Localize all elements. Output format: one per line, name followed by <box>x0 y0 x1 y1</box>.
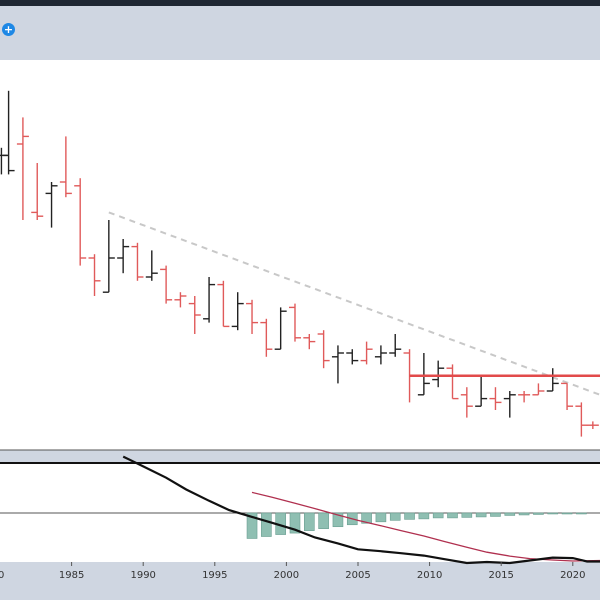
x-axis-tick-label: 2005 <box>345 570 370 581</box>
plus-circle-icon[interactable]: + <box>2 23 15 36</box>
x-axis-tick-label-edge: 0 <box>0 570 4 581</box>
histogram-bar <box>361 512 372 524</box>
histogram-bar <box>504 512 516 516</box>
histogram-bar <box>418 512 430 520</box>
x-axis-tick-label: 1985 <box>59 570 84 581</box>
histogram-bar <box>490 512 501 517</box>
histogram-bar <box>261 512 272 537</box>
histogram-bar <box>576 512 587 515</box>
histogram-bar <box>289 512 301 534</box>
histogram-bar <box>533 512 544 515</box>
x-axis-tick-label: 1995 <box>202 570 227 581</box>
histogram-bar <box>447 512 458 519</box>
histogram-bar <box>475 512 487 518</box>
histogram-bar <box>304 512 315 531</box>
histogram-bar <box>561 512 573 515</box>
histogram-bar <box>547 512 559 515</box>
macd-line <box>122 455 600 565</box>
x-axis-tick-label: 2015 <box>488 570 513 581</box>
histogram-bar <box>461 512 473 518</box>
x-axis-tick-label: 1990 <box>130 570 155 581</box>
histogram-bar <box>432 512 444 519</box>
x-axis-tick-label: 2020 <box>560 570 585 581</box>
histogram-bar <box>246 512 258 539</box>
histogram-bar <box>518 512 530 516</box>
x-axis-tick-label: 2000 <box>274 570 299 581</box>
x-axis-tick-label: 2010 <box>417 570 442 581</box>
histogram-bar <box>404 512 415 520</box>
top-bar <box>0 0 600 6</box>
histogram-bar <box>318 512 329 529</box>
histogram-bar <box>389 512 401 521</box>
histogram-bar <box>375 512 387 523</box>
histogram-bar <box>332 512 344 528</box>
price-pane <box>0 60 600 450</box>
toolbar: + <box>0 6 600 58</box>
